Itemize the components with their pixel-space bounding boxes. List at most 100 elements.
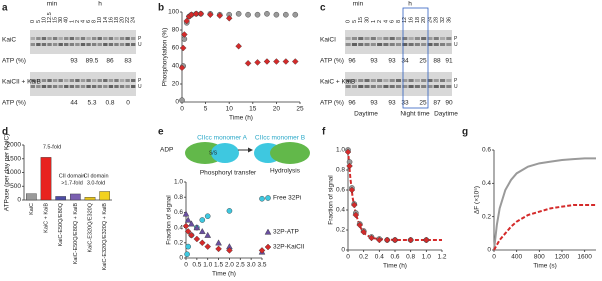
atp-value: 33: [401, 100, 409, 107]
point: [204, 213, 211, 219]
gel-band: [377, 37, 383, 40]
panel-label: b: [158, 3, 164, 14]
gel-band: [131, 79, 136, 82]
gel-band: [383, 37, 389, 40]
point: [245, 11, 251, 18]
x-tick-label: 0.8: [406, 254, 415, 261]
gel-band: [427, 79, 433, 82]
atp-value: 88: [433, 58, 441, 65]
lane-label: 30: [58, 17, 64, 23]
x-tick-label: 0.2: [359, 254, 368, 261]
atp-value: 25: [419, 58, 427, 65]
gel-band: [389, 43, 395, 46]
gel-band: [421, 85, 427, 88]
gel-band: [52, 85, 58, 88]
band-label: P: [138, 36, 142, 42]
x-tick-label: 0.6: [390, 254, 399, 261]
atp-value: 93: [388, 100, 396, 107]
gel-band: [395, 85, 402, 88]
atp-value: 93: [388, 58, 396, 65]
y-axis-label: ΔF (×10⁵): [474, 186, 481, 214]
label: ADP: [160, 147, 173, 154]
y-axis-label: ATPase (per day per KaiC): [4, 134, 11, 212]
gel-band: [119, 85, 125, 88]
gel-band: [114, 43, 119, 46]
gel-band: [345, 37, 351, 40]
x-tick-label: KaiC-E50Q/E80Q + KaiB: [73, 203, 79, 265]
gel-band: [370, 79, 376, 82]
gel-band: [47, 43, 52, 46]
gel-band: [108, 85, 114, 88]
lane-label: 20: [421, 17, 427, 23]
point: [244, 60, 252, 67]
gel-band: [47, 85, 52, 88]
gel-band: [351, 79, 357, 82]
gel: [30, 72, 136, 96]
point: [376, 236, 383, 244]
point: [273, 11, 280, 18]
point: [344, 148, 352, 156]
atp-label: ATP (%): [2, 100, 26, 107]
point: [291, 58, 299, 65]
gel-band: [433, 43, 439, 46]
gel-band: [389, 85, 395, 88]
point: [383, 236, 391, 244]
lane-label: 20: [120, 17, 126, 23]
gel-band: [103, 43, 108, 46]
panel-label: d: [2, 127, 8, 138]
gel-band: [125, 85, 130, 88]
x-tick-label: 3.0: [247, 262, 256, 269]
x-tick-label: KaiC-E320Q/E320Q + KaiB: [102, 203, 108, 271]
annotation: CII domain: [59, 173, 86, 179]
point: [391, 236, 399, 244]
y-tick-label: 500: [10, 183, 21, 190]
label: CIIcc monomer B: [255, 135, 305, 142]
y-tick-label: 0.2: [336, 227, 345, 234]
lane-label: 18: [415, 17, 421, 23]
gel-band: [402, 37, 408, 40]
lane-label: 10: [41, 17, 47, 23]
gel-band: [91, 43, 97, 46]
gel-band: [370, 43, 376, 46]
x-tick-label: 0.4: [375, 254, 384, 261]
gel-band: [408, 79, 414, 82]
point: [215, 239, 222, 246]
atp-value: 25: [419, 100, 427, 107]
gel-band: [30, 37, 35, 40]
y-axis-label: Fraction of signal: [166, 195, 173, 245]
y-tick-label: 0.6: [174, 209, 183, 216]
point: [204, 243, 211, 250]
atp-label: ATP (%): [2, 58, 26, 65]
unit-label: h: [98, 1, 102, 8]
gel-band: [91, 79, 97, 82]
atp-value: 91: [445, 58, 453, 65]
x-tick-label: 0: [346, 254, 350, 261]
point: [216, 12, 224, 19]
gel-band: [421, 43, 427, 46]
gel-band: [383, 43, 389, 46]
point: [348, 186, 356, 194]
x-tick-label: 1600: [577, 254, 592, 261]
gel-band: [30, 79, 35, 82]
row-label: KaiC: [2, 37, 16, 44]
gel: [345, 72, 452, 96]
gel: [345, 30, 452, 54]
point: [188, 220, 195, 227]
gel-band: [58, 79, 63, 82]
point: [360, 228, 367, 236]
gel-band: [358, 43, 364, 46]
y-axis-label: Phosphorylation (%): [162, 28, 169, 87]
unit-label: h: [408, 1, 412, 8]
y-tick-label: 1.0: [336, 147, 345, 154]
gel-band: [383, 85, 389, 88]
gel-band: [52, 79, 58, 82]
gel-band: [75, 85, 80, 88]
gel-band: [421, 37, 427, 40]
gel-band: [91, 85, 97, 88]
x-tick-label: 20: [273, 106, 281, 113]
gel-band: [351, 85, 357, 88]
x-tick-label: 1.0: [422, 254, 431, 261]
gel-band: [414, 37, 420, 40]
x-tick-label: KaiC-E50Q/E80Q: [58, 202, 64, 246]
lane-label: 32: [440, 17, 446, 23]
